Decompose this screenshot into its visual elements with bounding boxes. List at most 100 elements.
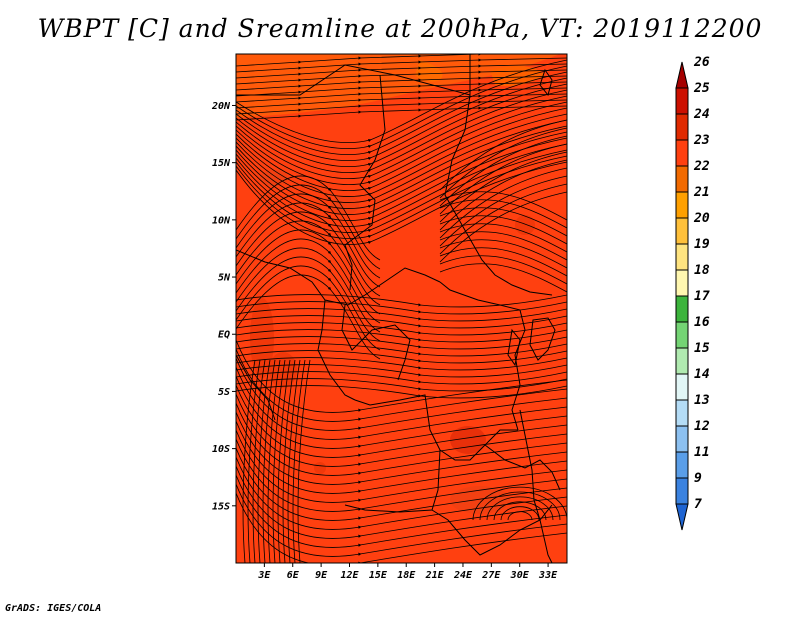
streamline (439, 143, 567, 215)
streamline (236, 75, 567, 91)
lon-tick-label: 3E (257, 570, 271, 581)
streamline (236, 65, 567, 149)
streamline (236, 81, 567, 97)
streamline (439, 191, 567, 263)
streamline (247, 359, 261, 563)
lat-tick-label: 15S (212, 501, 230, 512)
streamline (236, 211, 381, 297)
colorbar-label: 17 (694, 289, 710, 304)
colorbar-swatch (675, 139, 689, 167)
streamline (236, 93, 567, 109)
streamline (236, 322, 567, 336)
streamline (236, 447, 567, 521)
colorbar-label: 9 (694, 471, 702, 486)
lon-tick-label: 27E (481, 570, 501, 581)
colorbar-upper-triangle (675, 61, 689, 89)
streamline (236, 315, 567, 329)
streamline (236, 350, 567, 364)
streamline (236, 301, 567, 315)
streamline (236, 343, 567, 357)
colorbar-label: 22 (693, 159, 710, 174)
streamline (439, 223, 567, 253)
streamline (257, 359, 271, 563)
map-frame (235, 53, 568, 564)
wbpt-patch (450, 486, 510, 514)
colorbar-label: 12 (694, 419, 710, 434)
streamline (236, 202, 381, 288)
colorbar-label: 13 (694, 393, 710, 408)
streamline (287, 359, 301, 563)
lon-tick-label: 21E (425, 570, 445, 581)
colorbar-swatch (675, 165, 689, 193)
streamline (236, 336, 567, 350)
streamline (236, 229, 381, 315)
streamline (236, 238, 381, 324)
colorbar-swatch (675, 451, 689, 479)
wbpt-patch (450, 426, 486, 454)
streamline (272, 359, 286, 563)
streamline (236, 83, 567, 167)
streamline (439, 215, 567, 245)
colorbar-label: 7 (694, 497, 702, 512)
streamline (439, 151, 567, 223)
streamline (236, 59, 567, 143)
streamline (439, 167, 567, 239)
streamline (439, 239, 567, 269)
streamline (439, 263, 567, 293)
streamline (500, 506, 540, 521)
streamline (472, 486, 567, 521)
streamline (439, 127, 567, 199)
lon-tick-label: 12E (340, 570, 359, 581)
streamline (236, 256, 381, 342)
streamline (236, 161, 567, 245)
streamline (236, 339, 567, 413)
streamline (236, 364, 567, 378)
streamline (236, 308, 567, 322)
streamline (439, 255, 567, 285)
streamline (236, 456, 567, 530)
streamlines (236, 54, 567, 563)
streamline (236, 69, 567, 85)
lon-tick-label: 9E (315, 570, 328, 581)
colorbar-swatch (675, 373, 689, 401)
streamline (267, 359, 281, 563)
colorbar-swatch (675, 113, 689, 141)
streamline (236, 357, 567, 371)
lon-tick-label: 30E (510, 570, 530, 581)
colorbar-label: 21 (693, 185, 710, 200)
colorbar-swatch (675, 243, 689, 271)
colorbar-swatch (675, 269, 689, 297)
colorbar-label: 20 (693, 211, 710, 226)
streamline (236, 375, 567, 449)
lon-tick-label: 24E (453, 570, 473, 581)
streamline (236, 366, 567, 440)
lon-tick-label: 18E (397, 570, 416, 581)
streamline (236, 483, 567, 557)
streamline (236, 54, 498, 67)
country-borders (236, 54, 561, 563)
streamline (252, 359, 266, 563)
colorbar-label: 16 (694, 315, 710, 330)
streamline (486, 496, 554, 521)
colorbar-label: 11 (694, 445, 710, 460)
streamline (236, 95, 567, 179)
footer-credit: GrADS: IGES/COLA (5, 603, 102, 614)
colorbar-label: 15 (694, 341, 710, 356)
streamline (236, 137, 567, 221)
streamline (277, 359, 291, 563)
lat-tick-label: 5S (218, 387, 230, 398)
streamline (236, 329, 567, 343)
streamline (439, 231, 567, 261)
lon-tick-label: 33E (538, 570, 558, 581)
colorbar-label: 26 (693, 55, 710, 70)
colorbar-swatch (675, 87, 689, 115)
streamline (236, 119, 567, 203)
colorbar-swatch (675, 191, 689, 219)
lat-tick-label: 15N (212, 158, 231, 169)
colorbar: 26 25 24 23 22 21 20 19 18 17 16 15 14 13 12 11 9 7 (675, 55, 710, 531)
streamline (297, 359, 311, 563)
streamline (236, 87, 567, 103)
streamline (292, 359, 306, 563)
streamline (236, 371, 567, 385)
lat-tick-label: 5N (218, 273, 231, 284)
